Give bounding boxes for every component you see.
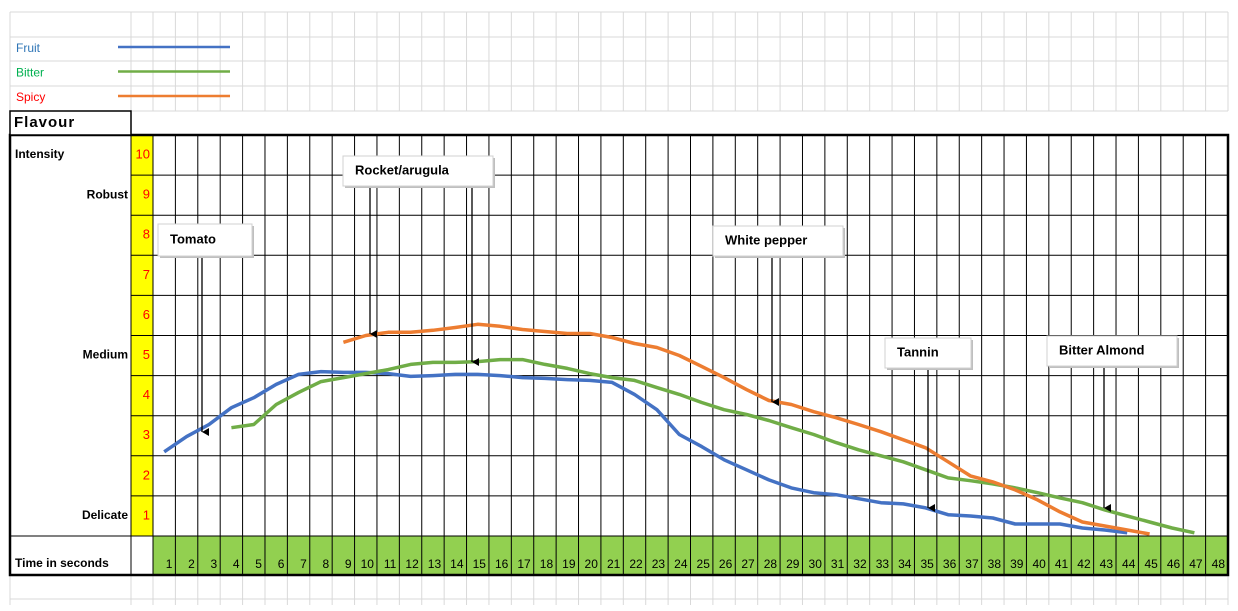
x-tick-label: 45 [1144, 557, 1158, 571]
x-tick-label: 31 [831, 557, 845, 571]
x-tick-label: 33 [876, 557, 890, 571]
x-tick-label: 14 [450, 557, 464, 571]
y-tick-label: 4 [143, 387, 150, 402]
x-tick-label: 10 [361, 557, 375, 571]
row-label: Delicate [82, 508, 128, 522]
y-tick-label: 1 [143, 507, 150, 522]
annotation-text: Rocket/arugula [355, 162, 450, 177]
row-label: Medium [83, 348, 128, 362]
x-tick-label: 29 [786, 557, 800, 571]
x-tick-label: 28 [764, 557, 778, 571]
x-tick-label: 30 [809, 557, 823, 571]
series-line [342, 322, 1150, 536]
annotation-text: Tannin [897, 344, 939, 359]
x-tick-label: 39 [1010, 557, 1024, 571]
x-tick-label: 6 [278, 557, 285, 571]
x-tick-label: 22 [629, 557, 643, 571]
series-line [163, 369, 1128, 535]
x-tick-label: 42 [1077, 557, 1091, 571]
x-tick-label: 36 [943, 557, 957, 571]
x-tick-label: 40 [1032, 557, 1046, 571]
y-tick-label: 6 [143, 307, 150, 322]
title-cell [9, 110, 132, 136]
x-tick-label: 1 [166, 557, 173, 571]
x-tick-label: 37 [965, 557, 979, 571]
x-tick-label: 8 [322, 557, 329, 571]
y-tick-label: 5 [143, 347, 150, 362]
legend-label: Bitter [16, 66, 44, 80]
x-tick-label: 24 [674, 557, 688, 571]
y-tick-label: 8 [143, 227, 150, 242]
x-tick-label: 27 [741, 557, 755, 571]
x-tick-label: 25 [697, 557, 711, 571]
x-tick-label: 21 [607, 557, 621, 571]
x-tick-label: 47 [1189, 557, 1203, 571]
x-axis-label: Time in seconds [15, 556, 109, 570]
annotation-text: Bitter Almond [1059, 342, 1145, 357]
x-tick-label: 43 [1100, 557, 1114, 571]
annotation-box [1046, 335, 1178, 367]
x-tick-label: 12 [405, 557, 419, 571]
y-tick-label: 2 [143, 467, 150, 482]
y-tick-label: 3 [143, 427, 150, 442]
x-tick-label: 41 [1055, 557, 1069, 571]
annotation-text: White pepper [725, 232, 807, 247]
row-label: Intensity [15, 147, 65, 161]
x-tick-label: 19 [562, 557, 576, 571]
y-tick-label: 10 [136, 146, 150, 161]
x-tick-label: 35 [920, 557, 934, 571]
x-tick-label: 32 [853, 557, 867, 571]
x-tick-label: 34 [898, 557, 912, 571]
x-tick-label: 11 [384, 557, 397, 571]
x-tick-label: 9 [345, 557, 352, 571]
legend-label: Spicy [16, 90, 45, 104]
annotation-text: Tomato [170, 231, 216, 246]
x-tick-label: 13 [428, 557, 442, 571]
x-tick-label: 4 [233, 557, 240, 571]
chart-border [8, 133, 1230, 577]
annotation-box [342, 155, 494, 187]
row-label: Robust [87, 187, 128, 201]
annotation-box [884, 337, 972, 369]
x-tick-label: 15 [473, 557, 487, 571]
series-line [231, 357, 1195, 535]
x-tick-label: 26 [719, 557, 733, 571]
x-tick-label: 46 [1167, 557, 1181, 571]
x-tick-label: 5 [255, 557, 262, 571]
x-tick-label: 38 [988, 557, 1002, 571]
x-tick-label: 48 [1212, 557, 1226, 571]
x-tick-label: 16 [495, 557, 509, 571]
x-tick-label: 44 [1122, 557, 1136, 571]
chart-title: Flavour [14, 114, 75, 131]
legend-label: Fruit [16, 41, 41, 55]
x-tick-label: 7 [300, 557, 307, 571]
x-tick-label: 23 [652, 557, 666, 571]
annotation-box [157, 223, 253, 257]
x-tick-label: 2 [188, 557, 195, 571]
y-tick-label: 9 [143, 187, 150, 202]
x-tick-label: 17 [517, 557, 531, 571]
annotation-box [712, 225, 844, 257]
x-tick-label: 20 [585, 557, 599, 571]
y-tick-label: 7 [143, 267, 150, 282]
x-tick-label: 3 [211, 557, 218, 571]
x-tick-label: 18 [540, 557, 554, 571]
